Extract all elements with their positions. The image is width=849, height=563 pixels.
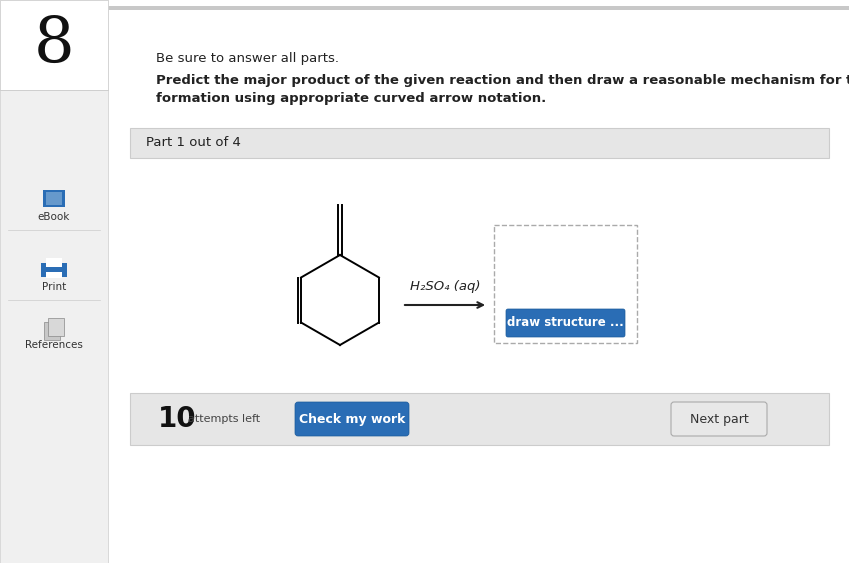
Bar bbox=[46, 258, 62, 267]
Text: 10: 10 bbox=[158, 405, 197, 433]
Text: eBook: eBook bbox=[38, 212, 70, 222]
Bar bbox=[130, 393, 829, 445]
Text: formation using appropriate curved arrow notation.: formation using appropriate curved arrow… bbox=[156, 92, 546, 105]
Bar bbox=[0, 0, 108, 90]
Text: H₂SO₄ (aq): H₂SO₄ (aq) bbox=[410, 280, 481, 293]
Text: Check my work: Check my work bbox=[299, 413, 405, 426]
Bar bbox=[494, 225, 637, 343]
Bar bbox=[46, 272, 62, 278]
Text: attempts left: attempts left bbox=[188, 414, 260, 424]
Bar bbox=[108, 6, 849, 10]
Text: Next part: Next part bbox=[689, 413, 748, 426]
Text: draw structure ...: draw structure ... bbox=[507, 316, 624, 329]
Bar bbox=[48, 318, 64, 336]
Text: Part 1 out of 4: Part 1 out of 4 bbox=[146, 136, 241, 150]
Bar bbox=[43, 190, 65, 207]
FancyBboxPatch shape bbox=[295, 402, 409, 436]
Bar bbox=[46, 192, 62, 205]
Text: 8: 8 bbox=[34, 15, 75, 75]
Bar bbox=[41, 263, 67, 277]
Bar bbox=[44, 322, 60, 340]
FancyBboxPatch shape bbox=[671, 402, 767, 436]
Bar bbox=[130, 128, 829, 158]
Bar bbox=[0, 0, 108, 563]
Text: References: References bbox=[25, 340, 83, 350]
Text: Print: Print bbox=[42, 282, 66, 292]
Text: Predict the major product of the given reaction and then draw a reasonable mecha: Predict the major product of the given r… bbox=[156, 74, 849, 87]
Text: Be sure to answer all parts.: Be sure to answer all parts. bbox=[156, 52, 339, 65]
FancyBboxPatch shape bbox=[506, 309, 625, 337]
